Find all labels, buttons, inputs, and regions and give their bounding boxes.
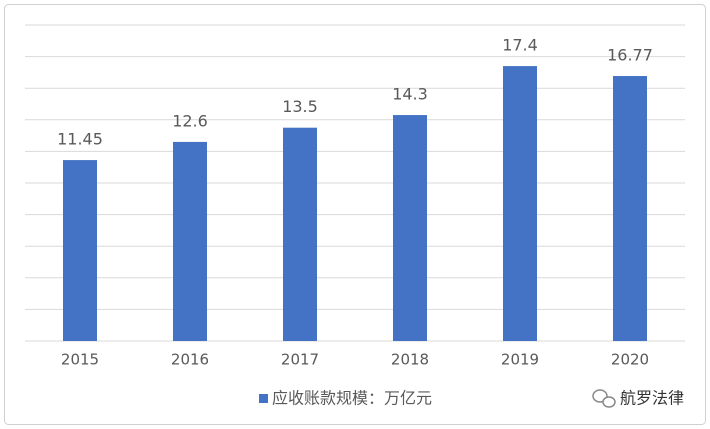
x-tick-label: 2015 [61, 351, 99, 369]
x-tick-label: 2019 [501, 351, 539, 369]
data-label: 17.4 [502, 36, 538, 55]
bar [63, 160, 97, 341]
bar [613, 76, 647, 341]
legend-label: 应收账款规模：万亿元 [272, 389, 432, 408]
x-tick-label: 2018 [391, 351, 429, 369]
watermark: 航罗法律 [592, 389, 684, 408]
bar [503, 66, 537, 341]
data-label: 14.3 [392, 85, 428, 104]
legend-swatch [259, 394, 268, 403]
data-label: 12.6 [172, 111, 208, 130]
watermark-text: 航罗法律 [620, 389, 684, 408]
data-label: 13.5 [282, 97, 318, 116]
data-label: 11.45 [57, 130, 103, 149]
x-tick-label: 2016 [171, 351, 209, 369]
bar [173, 141, 207, 341]
bar [393, 115, 427, 341]
x-tick-label: 2017 [281, 351, 319, 369]
data-label: 16.77 [607, 46, 653, 65]
bar [283, 127, 317, 341]
x-tick-label: 2020 [611, 351, 649, 369]
